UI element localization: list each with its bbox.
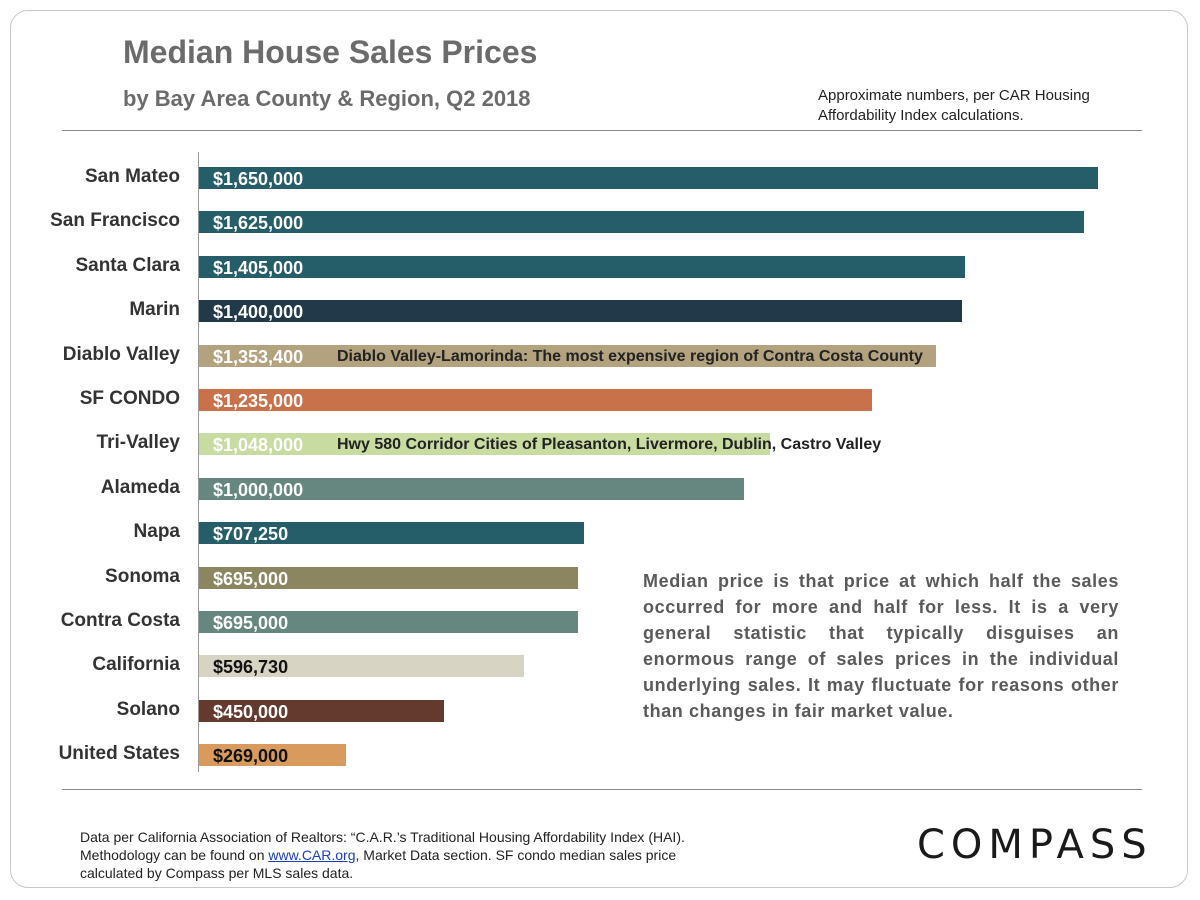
footnote-line-3: calculated by Compass per MLS sales data…	[80, 865, 354, 881]
bar-value-label: $1,625,000	[213, 213, 304, 234]
footnote: Data per California Association of Realt…	[80, 828, 840, 882]
category-label: SF CONDO	[79, 388, 180, 409]
bar-value-label: $707,250	[213, 524, 289, 545]
bar-value-label: $596,730	[213, 657, 289, 678]
chart-title: Median House Sales Prices	[123, 34, 538, 70]
source-note: Approximate numbers, per CAR Housing Aff…	[818, 87, 1090, 124]
bar-value-label: $1,650,000	[213, 169, 304, 189]
category-label: Marin	[129, 299, 180, 321]
compass-logo: COMPASS	[917, 822, 1153, 868]
category-label: California	[92, 654, 180, 676]
bar	[199, 255, 965, 278]
bar	[199, 744, 346, 767]
bar	[199, 167, 1098, 189]
bar	[199, 344, 936, 367]
category-label: Napa	[133, 521, 180, 543]
footnote-line-2-start: Methodology can be found on	[80, 847, 269, 863]
y-axis-line	[198, 152, 199, 772]
car-link[interactable]: www.CAR.org	[268, 847, 356, 863]
bar-annotation: Diablo Valley-Lamorinda: The most expens…	[337, 347, 923, 365]
category-label: Alameda	[100, 476, 180, 498]
bar	[199, 389, 872, 411]
footnote-line-1: Data per California Association of Realt…	[80, 829, 685, 845]
chart-subtitle: by Bay Area County & Region, Q2 2018	[123, 86, 531, 111]
category-label: Contra Costa	[60, 610, 180, 631]
category-label: Santa Clara	[75, 254, 180, 276]
top-divider	[62, 130, 1142, 131]
category-label: Solano	[116, 698, 180, 720]
bar-value-label: $450,000	[213, 701, 289, 722]
bar-value-label: $269,000	[213, 746, 289, 767]
bar	[199, 655, 524, 678]
bar	[199, 611, 578, 633]
bottom-divider	[62, 789, 1142, 790]
category-label: Sonoma	[105, 565, 180, 587]
bar-value-label: $1,400,000	[213, 302, 304, 323]
bar-value-label: $1,048,000	[213, 435, 304, 456]
bar-value-label: $1,353,400	[213, 346, 304, 367]
median-explanation: Median price is that price at which half…	[643, 571, 1119, 721]
bar-value-label: $1,235,000	[213, 391, 304, 411]
bar-value-label: $1,000,000	[213, 479, 304, 500]
bar	[199, 433, 770, 456]
bar-value-label: $695,000	[213, 613, 289, 633]
footnote-line-2-end: , Market Data section. SF condo median s…	[355, 847, 677, 863]
category-label: San Mateo	[84, 166, 180, 187]
bar	[199, 477, 744, 500]
bar	[199, 300, 962, 323]
category-label: United States	[58, 743, 180, 765]
bar	[199, 522, 584, 545]
bar	[199, 566, 578, 589]
bar-annotation: Hwy 580 Corridor Cities of Pleasanton, L…	[337, 436, 882, 454]
bar	[199, 699, 444, 722]
bar	[199, 211, 1084, 234]
bar-value-label: $695,000	[213, 568, 289, 589]
bar-value-label: $1,405,000	[213, 257, 304, 278]
category-label: Tri-Valley	[96, 432, 180, 454]
category-label: Diablo Valley	[62, 343, 180, 365]
category-label: San Francisco	[50, 210, 180, 232]
